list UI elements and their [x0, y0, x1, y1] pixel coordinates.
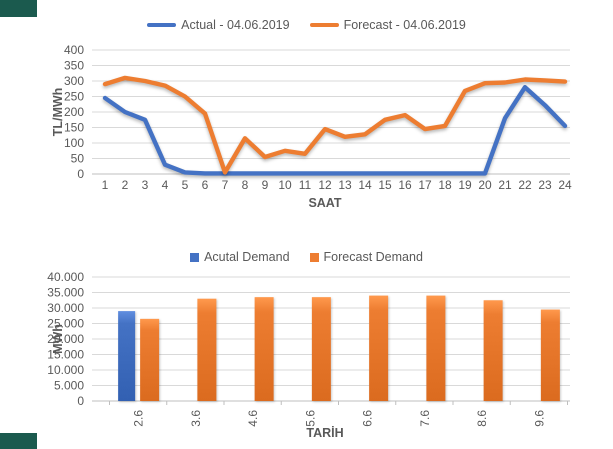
y-tick-label: 0	[77, 167, 84, 181]
forecast-demand-bar	[540, 309, 560, 401]
corner-accent-bottom	[0, 433, 37, 449]
y-tick-label: 200	[64, 105, 84, 119]
legend-square-swatch	[190, 252, 200, 262]
x-tick-label: 5	[182, 178, 189, 192]
x-tick-label: 6	[202, 178, 209, 192]
y-axis-title: MWh	[51, 324, 65, 354]
x-tick-label: 14	[358, 178, 372, 192]
forecast-demand-bar	[197, 298, 217, 401]
y-tick-label: 5.000	[54, 379, 84, 393]
x-tick-label: 3	[142, 178, 149, 192]
x-tick-label: 21	[498, 178, 512, 192]
legend-square-swatch	[309, 252, 319, 262]
x-tick-label: 19	[458, 178, 472, 192]
y-tick-label: 150	[64, 121, 84, 135]
x-tick-label: 8.6	[475, 410, 489, 427]
y-tick-label: 300	[64, 74, 84, 88]
forecast-demand-bar	[311, 297, 331, 401]
y-tick-label: 50	[71, 152, 85, 166]
actual-price-line	[102, 85, 568, 176]
forecast-demand-bar	[426, 295, 446, 401]
y-tick-label: 35.000	[47, 286, 84, 300]
legend-label: Actual - 04.06.2019	[181, 18, 290, 32]
actual-demand-bar	[118, 311, 136, 401]
x-tick-label: 7.6	[418, 410, 432, 427]
y-tick-label: 25.000	[47, 317, 84, 331]
y-tick-label: 15.000	[47, 348, 84, 362]
y-tick-label: 20.000	[47, 332, 84, 346]
corner-accent-top	[0, 0, 37, 17]
x-tick-label: 18	[438, 178, 452, 192]
y-tick-label: 250	[64, 90, 84, 104]
legend-line-swatch	[147, 23, 177, 27]
x-tick-label: 20	[478, 178, 492, 192]
x-tick-label: 1	[102, 178, 109, 192]
x-tick-label: 2	[122, 178, 129, 192]
x-tick-label: 13	[338, 178, 352, 192]
legend-item: Acutal Demand	[190, 250, 290, 264]
forecast-demand-bar	[483, 300, 503, 401]
x-axis-title: SAAT	[308, 196, 341, 210]
legend-item: Forecast Demand	[309, 250, 423, 264]
legend-label: Forecast - 04.06.2019	[343, 18, 466, 32]
x-tick-label: 4.6	[246, 410, 260, 427]
forecast-price-line	[102, 75, 568, 175]
y-tick-label: 0	[77, 394, 84, 408]
x-tick-label: 24	[558, 178, 572, 192]
price-chart-legend: Actual - 04.06.2019 Forecast - 04.06.2019	[0, 18, 613, 32]
y-tick-label: 30.000	[47, 301, 84, 315]
x-tick-label: 11	[299, 178, 312, 192]
x-tick-label: 15	[378, 178, 392, 192]
x-tick-label: 7	[222, 178, 229, 192]
x-tick-label: 16	[398, 178, 412, 192]
x-tick-label: 9.6	[532, 410, 546, 427]
x-tick-label: 23	[538, 178, 552, 192]
y-tick-label: 100	[64, 136, 84, 150]
x-tick-label: 9	[262, 178, 269, 192]
x-tick-label: 4	[162, 178, 169, 192]
x-tick-label: 3.6	[189, 410, 203, 427]
y-tick-label: 400	[64, 43, 84, 57]
demand-chart-legend: Acutal Demand Forecast Demand	[0, 250, 613, 264]
forecast-demand-bar	[369, 295, 389, 401]
legend-item: Forecast - 04.06.2019	[309, 18, 466, 32]
x-tick-label: 2.6	[132, 410, 146, 427]
y-tick-label: 40.000	[47, 270, 84, 284]
legend-label: Acutal Demand	[204, 250, 290, 264]
legend-line-swatch	[309, 23, 339, 27]
y-tick-label: 350	[64, 59, 84, 73]
x-tick-label: 10	[278, 178, 292, 192]
y-axis-title: TL/MWh	[51, 88, 65, 137]
x-tick-label: 17	[418, 178, 432, 192]
y-tick-label: 10.000	[47, 363, 84, 377]
x-axis-title: TARİH	[306, 425, 343, 440]
x-tick-label: 6.6	[361, 410, 375, 427]
x-tick-label: 12	[318, 178, 332, 192]
x-tick-label: 8	[242, 178, 249, 192]
legend-item: Actual - 04.06.2019	[147, 18, 290, 32]
x-tick-label: 22	[518, 178, 532, 192]
forecast-demand-bar	[254, 297, 274, 401]
legend-label: Forecast Demand	[323, 250, 423, 264]
forecast-demand-bar	[140, 318, 160, 401]
x-tick-label: 5.6	[303, 410, 317, 427]
